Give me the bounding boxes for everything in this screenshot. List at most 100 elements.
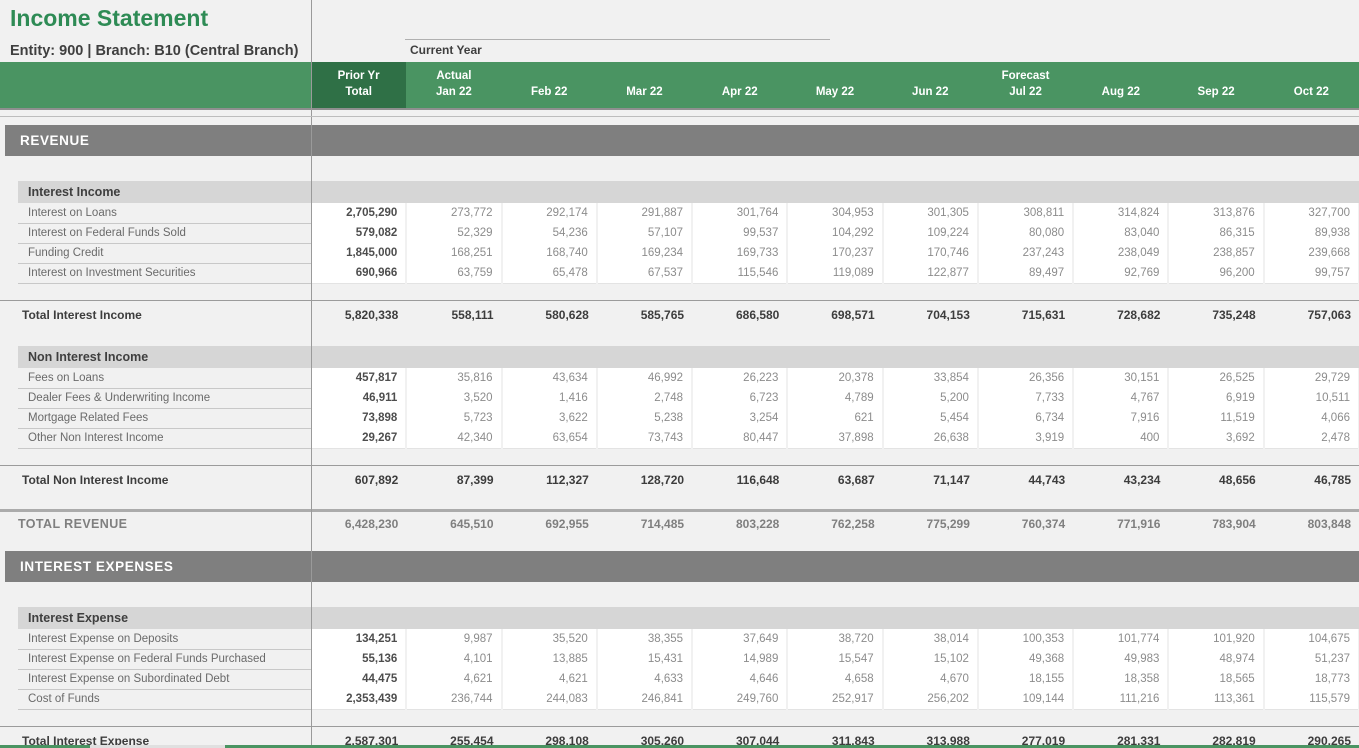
cell-value[interactable]: 92,769 xyxy=(1074,263,1168,284)
cell-value[interactable]: 43,234 xyxy=(1123,473,1161,487)
cell-value[interactable]: 80,447 xyxy=(693,428,787,449)
row-label[interactable]: Other Non Interest Income xyxy=(18,428,311,449)
cell-value[interactable]: 803,228 xyxy=(735,517,780,531)
cell-value[interactable]: 5,238 xyxy=(597,408,692,429)
cell-value[interactable]: 170,746 xyxy=(883,243,977,264)
cell-value[interactable]: 2,748 xyxy=(597,388,692,409)
cell-value[interactable]: 3,622 xyxy=(502,408,596,429)
cell-prior-year-total[interactable]: 5,820,338 xyxy=(344,308,399,322)
cell-value[interactable]: 169,733 xyxy=(693,243,787,264)
cell-value[interactable]: 73,743 xyxy=(597,428,692,449)
cell-value[interactable]: 48,974 xyxy=(1169,649,1263,670)
cell-value[interactable]: 30,151 xyxy=(1074,368,1168,389)
cell-value[interactable]: 38,720 xyxy=(788,629,882,650)
cell-value[interactable]: 122,877 xyxy=(883,263,977,284)
cell-value[interactable]: 290,265 xyxy=(1307,734,1351,748)
cell-value[interactable]: 686,580 xyxy=(735,308,780,322)
cell-value[interactable]: 7,916 xyxy=(1074,408,1168,429)
cell-value[interactable]: 89,497 xyxy=(978,263,1073,284)
cell-value[interactable]: 13,885 xyxy=(502,649,596,670)
cell-value[interactable]: 3,254 xyxy=(693,408,787,429)
cell-value[interactable]: 762,258 xyxy=(831,517,875,531)
cell-value[interactable]: 256,202 xyxy=(883,689,977,710)
cell-value[interactable]: 65,478 xyxy=(502,263,596,284)
cell-prior-year-total[interactable]: 2,587,301 xyxy=(344,734,399,748)
cell-value[interactable]: 52,329 xyxy=(407,223,501,244)
cell-value[interactable]: 169,234 xyxy=(597,243,692,264)
cell-value[interactable]: 18,358 xyxy=(1074,669,1168,690)
cell-value[interactable]: 48,656 xyxy=(1219,473,1256,487)
cell-value[interactable]: 3,520 xyxy=(407,388,501,409)
cell-value[interactable]: 42,340 xyxy=(407,428,501,449)
cell-value[interactable]: 109,224 xyxy=(883,223,977,244)
cell-value[interactable]: 735,248 xyxy=(1212,308,1256,322)
cell-value[interactable]: 10,511 xyxy=(1264,388,1358,409)
row-label[interactable]: Interest on Investment Securities xyxy=(18,263,311,284)
cell-value[interactable]: 291,887 xyxy=(597,203,692,224)
cell-value[interactable]: 37,649 xyxy=(693,629,787,650)
cell-value[interactable]: 4,658 xyxy=(788,669,882,690)
cell-value[interactable]: 170,237 xyxy=(788,243,882,264)
cell-value[interactable]: 311,843 xyxy=(831,734,875,748)
cell-value[interactable]: 4,767 xyxy=(1074,388,1168,409)
cell-value[interactable]: 168,251 xyxy=(407,243,501,264)
row-label[interactable]: Total Interest Income xyxy=(22,308,142,322)
cell-value[interactable]: 1,416 xyxy=(502,388,596,409)
row-label[interactable]: Interest Expense on Subordinated Debt xyxy=(18,669,311,690)
row-label[interactable]: Total Interest Expense xyxy=(22,734,150,748)
cell-value[interactable]: 4,066 xyxy=(1264,408,1358,429)
cell-prior-year-total[interactable]: 579,082 xyxy=(312,223,406,244)
cell-prior-year-total[interactable]: 55,136 xyxy=(312,649,406,670)
cell-value[interactable]: 54,236 xyxy=(502,223,596,244)
cell-value[interactable]: 6,919 xyxy=(1169,388,1263,409)
cell-value[interactable]: 111,216 xyxy=(1074,689,1168,710)
cell-value[interactable]: 67,537 xyxy=(597,263,692,284)
cell-value[interactable]: 38,355 xyxy=(597,629,692,650)
cell-value[interactable]: 4,621 xyxy=(407,669,501,690)
cell-value[interactable]: 5,723 xyxy=(407,408,501,429)
cell-prior-year-total[interactable]: 46,911 xyxy=(312,388,406,409)
cell-value[interactable]: 236,744 xyxy=(407,689,501,710)
cell-value[interactable]: 4,646 xyxy=(693,669,787,690)
cell-prior-year-total[interactable]: 73,898 xyxy=(312,408,406,429)
row-label[interactable]: Mortgage Related Fees xyxy=(18,408,311,429)
cell-value[interactable]: 37,898 xyxy=(788,428,882,449)
cell-value[interactable]: 43,634 xyxy=(502,368,596,389)
cell-value[interactable]: 238,857 xyxy=(1169,243,1263,264)
cell-value[interactable]: 116,648 xyxy=(736,473,780,487)
cell-value[interactable]: 558,111 xyxy=(451,308,494,322)
cell-value[interactable]: 244,083 xyxy=(502,689,596,710)
cell-value[interactable]: 4,101 xyxy=(407,649,501,670)
cell-value[interactable]: 301,764 xyxy=(693,203,787,224)
cell-value[interactable]: 63,654 xyxy=(502,428,596,449)
cell-value[interactable]: 51,237 xyxy=(1264,649,1358,670)
cell-value[interactable]: 246,841 xyxy=(597,689,692,710)
cell-value[interactable]: 26,638 xyxy=(883,428,977,449)
cell-value[interactable]: 5,200 xyxy=(883,388,977,409)
cell-value[interactable]: 33,854 xyxy=(883,368,977,389)
cell-value[interactable]: 38,014 xyxy=(883,629,977,650)
cell-value[interactable]: 109,144 xyxy=(978,689,1073,710)
cell-value[interactable]: 4,789 xyxy=(788,388,882,409)
cell-value[interactable]: 757,063 xyxy=(1307,308,1351,322)
cell-value[interactable]: 18,773 xyxy=(1264,669,1358,690)
cell-value[interactable]: 314,824 xyxy=(1074,203,1168,224)
cell-value[interactable]: 100,353 xyxy=(978,629,1073,650)
cell-value[interactable]: 255,454 xyxy=(450,734,494,748)
cell-prior-year-total[interactable]: 457,817 xyxy=(312,368,406,389)
cell-value[interactable]: 292,174 xyxy=(502,203,596,224)
cell-value[interactable]: 3,692 xyxy=(1169,428,1263,449)
cell-value[interactable]: 168,740 xyxy=(502,243,596,264)
cell-value[interactable]: 113,361 xyxy=(1169,689,1263,710)
row-label[interactable]: Interest on Loans xyxy=(18,203,311,224)
cell-value[interactable]: 96,200 xyxy=(1169,263,1263,284)
cell-value[interactable]: 101,774 xyxy=(1074,629,1168,650)
row-label[interactable]: Total Non Interest Income xyxy=(22,473,169,487)
cell-value[interactable]: 307,044 xyxy=(735,734,780,748)
cell-value[interactable]: 775,299 xyxy=(926,517,970,531)
row-label[interactable]: Fees on Loans xyxy=(18,368,311,389)
cell-value[interactable]: 692,955 xyxy=(545,517,589,531)
cell-value[interactable]: 104,292 xyxy=(788,223,882,244)
cell-value[interactable]: 771,916 xyxy=(1117,517,1161,531)
cell-value[interactable]: 20,378 xyxy=(788,368,882,389)
